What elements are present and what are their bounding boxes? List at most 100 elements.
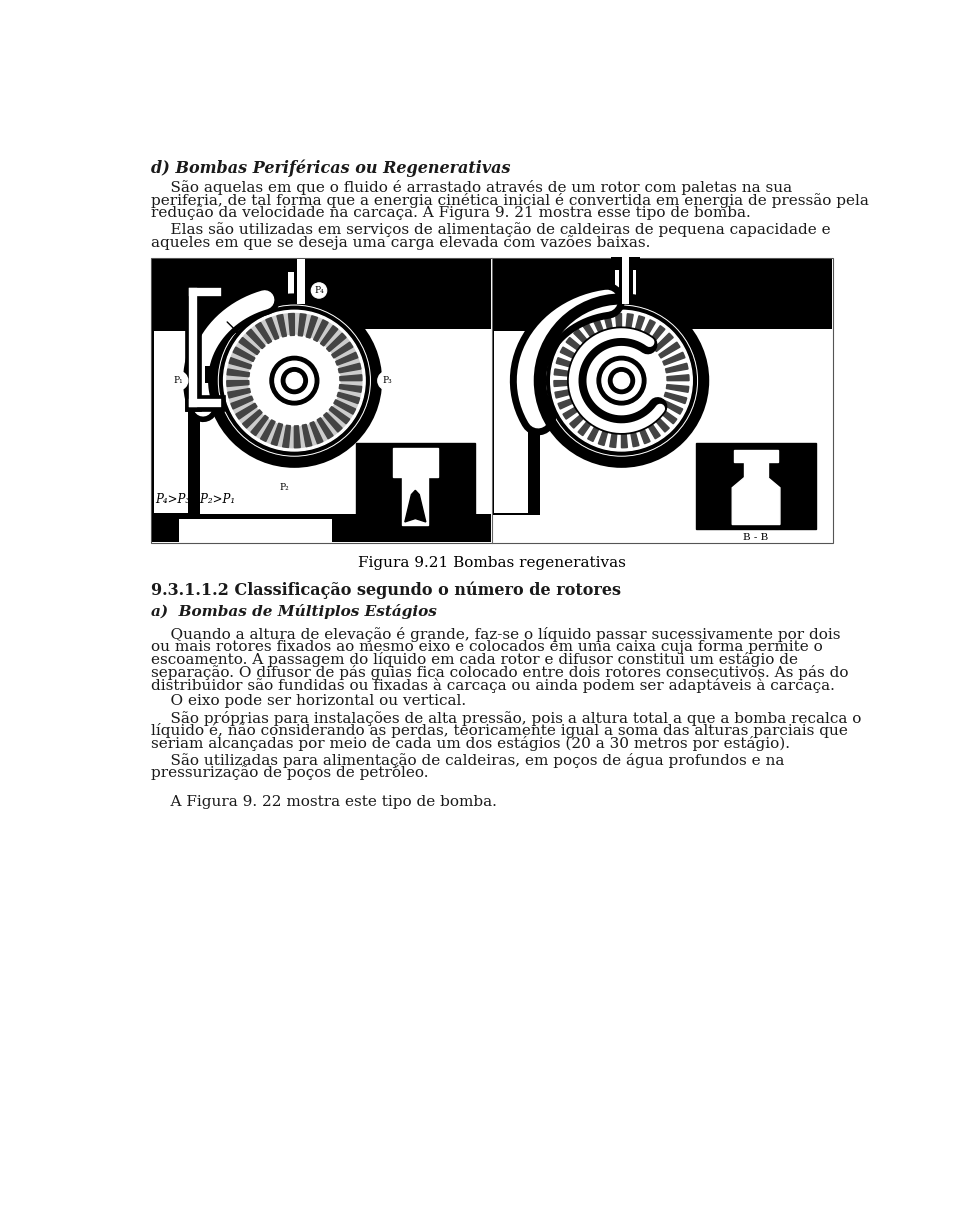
Text: escoamento. A passagem do líquido em cada rotor e difusor constitui um estágio d: escoamento. A passagem do líquido em cad… [152,652,799,667]
Polygon shape [561,347,582,362]
Text: P₃: P₃ [382,377,392,385]
Polygon shape [251,416,268,436]
Circle shape [220,306,370,454]
Circle shape [276,479,294,497]
Text: A Figura 9. 22 mostra este tipo de bomba.: A Figura 9. 22 mostra este tipo de bomba… [152,795,497,809]
Polygon shape [558,396,580,409]
Bar [494,330,528,513]
Text: P₄: P₄ [314,286,324,295]
Polygon shape [229,357,252,369]
Polygon shape [231,396,253,409]
Polygon shape [662,352,684,366]
Bar [615,259,636,328]
Polygon shape [243,409,262,428]
Text: Quando a altura de elevação é grande, faz-se o líquido passar sucessivamente por: Quando a altura de elevação é grande, fa… [152,627,841,642]
Circle shape [224,310,365,451]
Polygon shape [339,385,362,392]
Polygon shape [634,316,644,338]
Polygon shape [329,407,349,424]
Polygon shape [621,425,628,448]
Polygon shape [598,423,610,446]
Bar [152,329,200,514]
Polygon shape [338,363,361,373]
Polygon shape [288,313,295,335]
Polygon shape [637,422,650,443]
Bar [152,514,492,542]
Polygon shape [666,385,688,392]
Circle shape [218,305,371,457]
Bar [204,366,217,383]
Polygon shape [574,329,592,349]
Polygon shape [393,447,438,477]
Circle shape [539,298,705,463]
Text: São próprias para instalações de alta pressão, pois a altura total a que a bomba: São próprias para instalações de alta pr… [152,711,862,725]
Polygon shape [569,409,589,428]
Text: 9.3.1.1.2 Classificação segundo o número de rotores: 9.3.1.1.2 Classificação segundo o número… [152,581,621,599]
Polygon shape [665,363,688,373]
Bar [154,330,187,513]
Circle shape [211,298,377,463]
Polygon shape [644,418,660,439]
Polygon shape [402,473,428,525]
Circle shape [546,306,696,454]
Polygon shape [659,343,680,358]
Polygon shape [282,425,290,447]
Text: seriam alcançadas por meio de cada um dos estágios (20 a 30 metros por estágio).: seriam alcançadas por meio de cada um do… [152,736,790,751]
Text: São utilizadas para alimentação de caldeiras, em poços de água profundos e na: São utilizadas para alimentação de calde… [152,752,784,768]
Polygon shape [554,369,577,377]
Polygon shape [336,352,358,366]
Polygon shape [734,450,778,477]
Bar [492,329,540,514]
Text: aqueles em que se deseja uma carga elevada com vazões baixas.: aqueles em que se deseja uma carga eleva… [152,236,651,250]
Bar [356,443,475,529]
Polygon shape [630,424,639,447]
Polygon shape [576,335,667,426]
Text: O eixo pode ser horizontal ou vertical.: O eixo pode ser horizontal ou vertical. [152,694,467,708]
Polygon shape [578,416,595,436]
Polygon shape [610,425,617,447]
Text: separação. O difusor de pás guias fica colocado entre dois rotores consecutivos.: separação. O difusor de pás guias fica c… [152,665,849,680]
Circle shape [597,356,646,405]
Bar [696,443,816,529]
Text: A - A: A - A [403,533,428,542]
Circle shape [551,310,692,451]
Polygon shape [321,326,338,346]
Polygon shape [260,420,276,441]
Polygon shape [302,424,312,447]
Polygon shape [239,338,259,355]
Polygon shape [228,389,251,399]
Polygon shape [651,413,669,433]
Polygon shape [266,317,278,340]
Text: P₁: P₁ [174,377,183,385]
Polygon shape [249,335,340,426]
Bar [612,256,639,270]
Polygon shape [667,374,689,380]
Polygon shape [324,413,342,433]
Circle shape [270,356,319,405]
Polygon shape [236,403,257,419]
Polygon shape [227,380,249,386]
Bar [492,259,832,329]
Polygon shape [227,313,362,448]
Text: ou mais rotores fixados ao mesmo eixo e colocados em uma caixa cuja forma permit: ou mais rotores fixados ao mesmo eixo e … [152,639,823,654]
Circle shape [169,372,188,390]
Bar [622,256,629,304]
Polygon shape [583,322,599,344]
Polygon shape [626,313,634,337]
Bar [179,520,332,542]
Text: P₂: P₂ [279,482,290,492]
Bar [294,259,308,304]
Polygon shape [648,326,665,346]
Polygon shape [593,317,606,340]
Bar [152,259,492,329]
Polygon shape [317,418,333,439]
Circle shape [275,361,314,400]
Bar [287,259,315,272]
Circle shape [378,372,396,390]
Polygon shape [732,477,780,525]
Text: pressurização de poços de petróleo.: pressurização de poços de petróleo. [152,765,429,780]
Polygon shape [310,422,323,443]
Polygon shape [228,369,250,377]
Polygon shape [334,400,355,414]
Polygon shape [276,315,286,337]
